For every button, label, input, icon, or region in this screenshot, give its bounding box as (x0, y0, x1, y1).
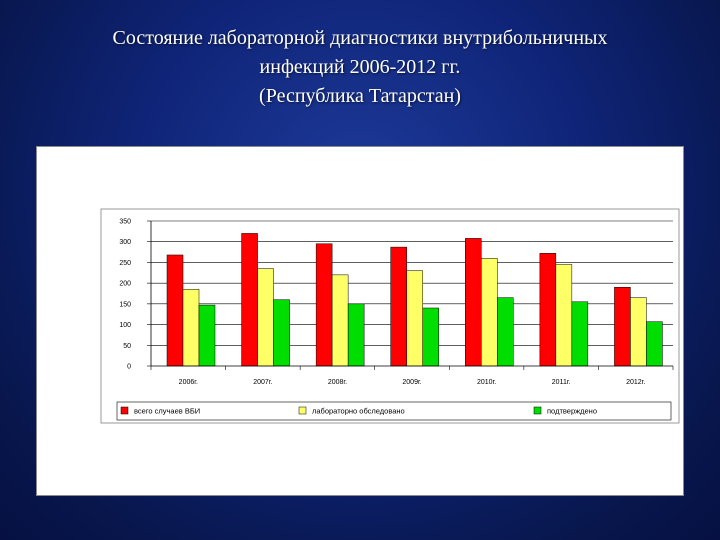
bar (465, 238, 482, 367)
y-tick-label: 150 (119, 301, 131, 308)
x-axis-ticks: 2006г. 2007г. 2008г. 2009г. 2010г. 2011г. 2012… (150, 366, 674, 386)
bar (497, 297, 514, 367)
bar (182, 289, 200, 367)
y-tick-label: 0 (127, 364, 131, 371)
bar (257, 268, 274, 367)
y-axis-ticks: 0 50 100 150 200 250 300 350 (119, 219, 151, 371)
legend-label: подтверждено (547, 407, 597, 416)
bar (331, 274, 349, 367)
bar (630, 297, 647, 367)
chart-frame (100, 208, 680, 424)
legend-swatch (533, 406, 542, 415)
bar (422, 307, 439, 367)
chart-outer-frame (100, 208, 680, 424)
x-tick-label: 2008г. (328, 379, 347, 386)
bar (198, 304, 216, 367)
legend-label: лабораторно обследовано (312, 407, 405, 416)
x-tick-label: 2009г. (402, 379, 421, 386)
bar-chart: 0 50 100 150 200 250 300 350 2006г. 2007г. 2008г.… (100, 208, 680, 424)
bar (571, 301, 589, 367)
x-tick-label: 2010г. (477, 379, 496, 386)
bar (273, 299, 290, 367)
legend-swatch (120, 406, 129, 415)
x-tick-label: 2012г. (626, 379, 645, 386)
slide-title-line-3: (Республика Татарстан) (259, 85, 461, 107)
bar (539, 253, 557, 367)
bar (481, 258, 498, 367)
y-tick-label: 350 (119, 219, 131, 226)
bar (166, 254, 184, 367)
y-tick-label: 300 (119, 239, 131, 246)
bar (555, 264, 573, 367)
y-tick-label: 50 (123, 343, 131, 350)
slide-title-line-1: Состояние лабораторной диагностики внутр… (112, 27, 608, 49)
x-tick-label: 2006г. (179, 379, 198, 386)
slide-title: Состояние лабораторной диагностики внутр… (20, 24, 700, 111)
y-tick-label: 250 (119, 260, 131, 267)
chart-legend: всего случаев ВБИ лабораторно обследовано… (116, 401, 672, 421)
slide-title-line-2: инфекций 2006-2012 гг. (259, 56, 461, 78)
y-tick-label: 100 (119, 322, 131, 329)
chart-panel: 0 50 100 150 200 250 300 350 2006г. 2007г. 2008г.… (36, 146, 684, 496)
chart-bars (166, 233, 663, 367)
legend-box (116, 401, 672, 421)
bar (614, 287, 631, 367)
x-tick-label: 2011г. (552, 379, 571, 386)
bar (241, 233, 258, 367)
y-tick-label: 200 (119, 281, 131, 288)
legend-swatch (298, 406, 307, 415)
bar (347, 303, 365, 367)
bar (315, 243, 333, 367)
legend-label: всего случаев ВБИ (134, 407, 200, 416)
chart-axes (150, 221, 673, 367)
bar (406, 270, 423, 367)
bar (646, 321, 663, 367)
bar (390, 246, 407, 367)
x-tick-label: 2007г. (253, 379, 272, 386)
